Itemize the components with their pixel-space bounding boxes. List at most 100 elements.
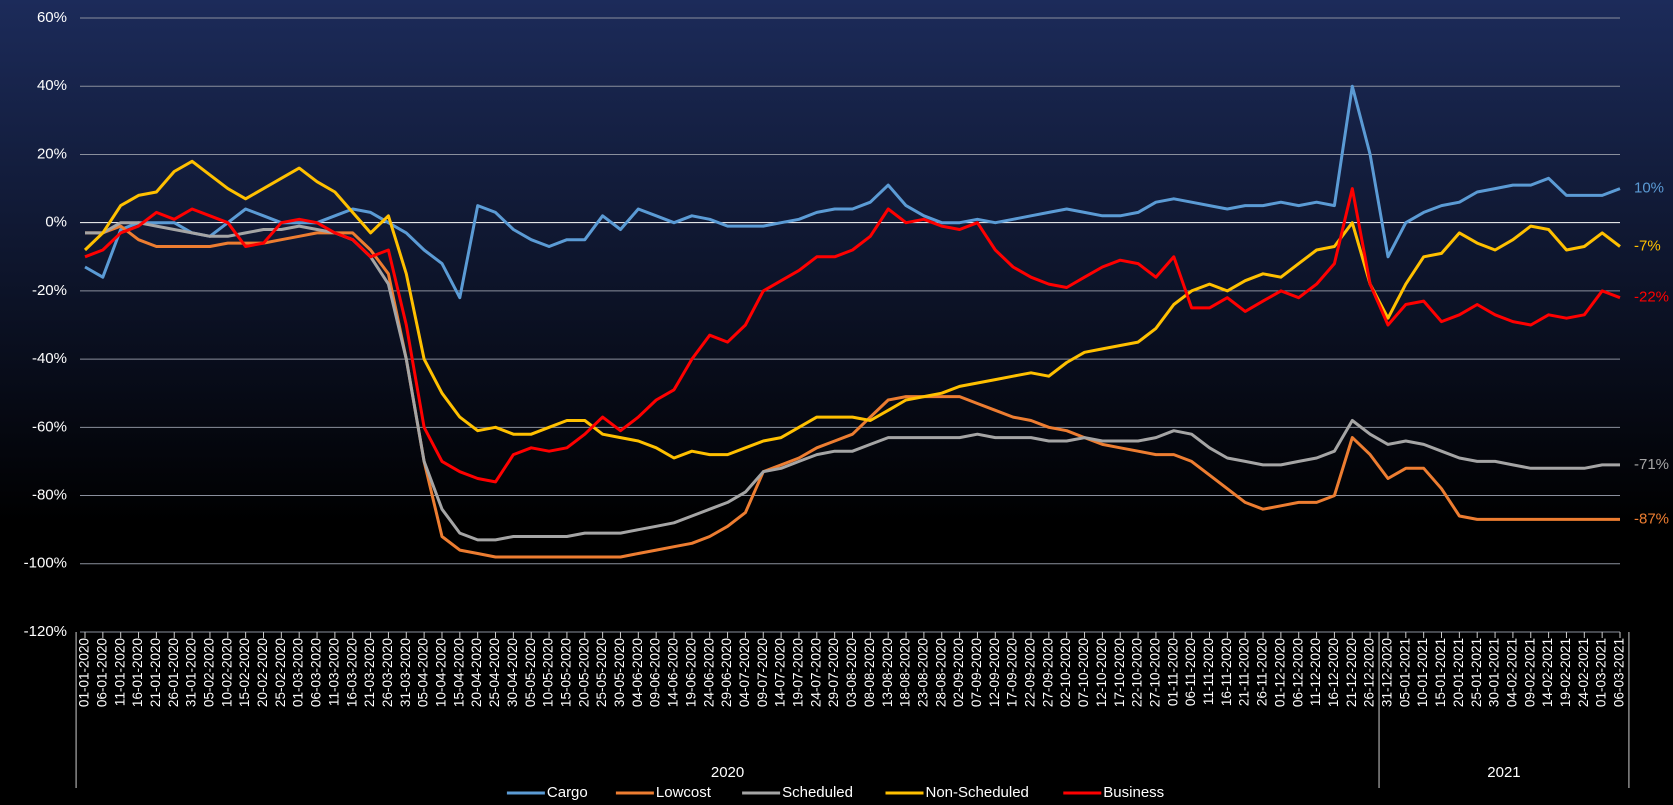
- x-tick-label: 16-12-2020: [1326, 638, 1341, 707]
- x-tick-label: 28-08-2020: [933, 638, 948, 707]
- x-tick-label: 05-05-2020: [523, 638, 538, 707]
- y-tick-label: 20%: [37, 145, 67, 162]
- x-tick-label: 07-09-2020: [969, 638, 984, 707]
- y-tick-label: -120%: [24, 623, 67, 640]
- x-tick-label: 04-02-2021: [1504, 638, 1519, 707]
- x-tick-label: 06-03-2020: [309, 638, 324, 707]
- x-tick-label: 24-07-2020: [808, 638, 823, 707]
- y-tick-label: -80%: [32, 487, 67, 504]
- x-tick-label: 01-11-2020: [1165, 638, 1180, 706]
- x-tick-label: 15-02-2020: [237, 638, 252, 707]
- x-tick-label: 31-01-2020: [184, 638, 199, 707]
- x-tick-label: 19-07-2020: [791, 638, 806, 707]
- x-tick-label: 24-06-2020: [701, 638, 716, 707]
- x-tick-label: 12-10-2020: [1094, 638, 1109, 707]
- x-tick-label: 27-09-2020: [1040, 638, 1055, 707]
- series-line: [84, 187, 1621, 484]
- end-label: -71%: [1634, 456, 1669, 473]
- x-tick-label: 10-04-2020: [434, 638, 449, 707]
- x-tick-label: 10-02-2020: [219, 638, 234, 707]
- x-tick-label: 16-03-2020: [344, 638, 359, 707]
- x-tick-label: 21-01-2020: [148, 638, 163, 707]
- y-tick-label: 60%: [37, 9, 67, 26]
- end-label: -87%: [1634, 510, 1669, 527]
- x-tick-label: 22-10-2020: [1130, 638, 1145, 707]
- x-tick-label: 07-10-2020: [1076, 638, 1091, 707]
- x-tick-label: 05-01-2021: [1397, 638, 1412, 707]
- x-tick-label: 26-11-2020: [1255, 638, 1270, 706]
- x-tick-label: 04-07-2020: [737, 638, 752, 707]
- x-tick-label: 12-09-2020: [987, 638, 1002, 707]
- x-tick-label: 11-11-2020: [1201, 638, 1216, 705]
- x-tick-label: 11-03-2020: [326, 638, 341, 706]
- x-tick-label: 25-05-2020: [594, 638, 609, 707]
- x-tick-label: 23-08-2020: [915, 638, 930, 707]
- x-tick-label: 05-04-2020: [416, 638, 431, 707]
- x-tick-label: 18-08-2020: [898, 638, 913, 707]
- x-tick-label: 30-01-2021: [1487, 638, 1502, 707]
- x-tick-label: 19-06-2020: [683, 638, 698, 707]
- x-tick-label: 20-02-2020: [255, 638, 270, 707]
- x-tick-label: 15-04-2020: [451, 638, 466, 707]
- y-tick-label: -40%: [32, 350, 67, 367]
- x-tick-label: 30-05-2020: [612, 638, 627, 707]
- x-tick-label: 01-03-2020: [291, 638, 306, 707]
- x-tick-label: 16-11-2020: [1219, 638, 1234, 706]
- x-tick-label: 29-07-2020: [826, 638, 841, 707]
- y-tick-label: 40%: [37, 77, 67, 94]
- x-group-label: 2021: [1487, 764, 1520, 781]
- x-tick-label: 30-04-2020: [505, 638, 520, 707]
- x-tick-label: 08-08-2020: [862, 638, 877, 707]
- x-tick-label: 06-01-2020: [94, 638, 109, 707]
- x-tick-label: 05-02-2020: [202, 638, 217, 707]
- x-tick-label: 31-12-2020: [1380, 638, 1395, 707]
- x-tick-label: 01-01-2020: [77, 638, 92, 707]
- x-tick-label: 01-12-2020: [1272, 638, 1287, 707]
- x-tick-label: 09-02-2021: [1522, 638, 1537, 707]
- series-line: [83, 159, 1621, 460]
- x-tick-label: 26-01-2020: [166, 638, 181, 707]
- x-tick-label: 15-05-2020: [558, 638, 573, 707]
- x-tick-label: 06-12-2020: [1290, 638, 1305, 707]
- y-tick-label: -20%: [32, 282, 67, 299]
- legend-label: Cargo: [547, 784, 588, 801]
- x-tick-label: 19-02-2021: [1558, 638, 1573, 707]
- series-line: [85, 224, 1620, 559]
- x-tick-label: 02-09-2020: [951, 638, 966, 707]
- x-tick-label: 31-03-2020: [398, 638, 413, 707]
- x-tick-label: 27-10-2020: [1147, 638, 1162, 707]
- y-tick-label: -60%: [32, 418, 67, 435]
- x-tick-label: 11-12-2020: [1308, 638, 1323, 706]
- end-label: -22%: [1634, 289, 1669, 306]
- x-tick-label: 26-12-2020: [1362, 638, 1377, 707]
- x-tick-label: 14-06-2020: [666, 638, 681, 707]
- x-group-label: 2020: [711, 764, 744, 781]
- x-tick-label: 14-07-2020: [773, 638, 788, 707]
- x-tick-label: 09-06-2020: [648, 638, 663, 707]
- x-tick-label: 06-03-2021: [1612, 638, 1627, 707]
- x-tick-label: 24-02-2021: [1576, 638, 1591, 707]
- x-tick-label: 21-12-2020: [1344, 638, 1359, 707]
- x-tick-label: 25-01-2021: [1469, 638, 1484, 707]
- x-tick-label: 10-01-2021: [1415, 638, 1430, 707]
- x-tick-label: 10-05-2020: [541, 638, 556, 707]
- x-tick-label: 20-05-2020: [576, 638, 591, 707]
- x-tick-label: 22-09-2020: [1023, 638, 1038, 707]
- x-tick-label: 17-10-2020: [1112, 638, 1127, 707]
- x-tick-label: 29-06-2020: [719, 638, 734, 707]
- x-tick-label: 11-01-2020: [112, 638, 127, 706]
- x-tick-label: 14-02-2021: [1540, 638, 1555, 707]
- x-tick-label: 02-10-2020: [1058, 638, 1073, 707]
- x-tick-label: 25-04-2020: [487, 638, 502, 707]
- end-label: -7%: [1634, 238, 1661, 255]
- x-tick-label: 13-08-2020: [880, 638, 895, 707]
- x-tick-label: 04-06-2020: [630, 638, 645, 707]
- x-tick-label: 06-11-2020: [1183, 638, 1198, 706]
- x-tick-label: 17-09-2020: [1005, 638, 1020, 707]
- x-tick-label: 01-03-2021: [1594, 638, 1609, 707]
- x-tick-label: 09-07-2020: [755, 638, 770, 707]
- legend-label: Lowcost: [656, 784, 712, 801]
- y-tick-label: 0%: [45, 214, 67, 231]
- end-label: 10%: [1634, 180, 1664, 197]
